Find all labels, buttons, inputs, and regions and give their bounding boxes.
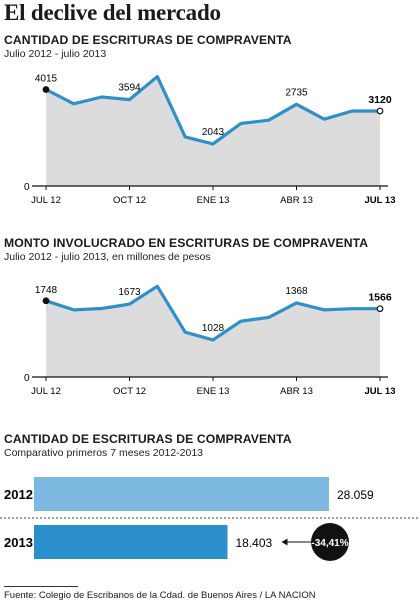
area-fill [46,76,380,186]
change-label: -34,41% [311,538,348,549]
chart1-subtitle: Julio 2012 - julio 2013 [4,48,107,60]
data-label: 1566 [368,292,392,304]
zero-label: 0 [24,373,30,384]
data-label: 2735 [285,87,308,98]
x-tick-label: ENE 13 [197,386,230,397]
x-tick-label: JUL 12 [31,386,61,397]
endpoint-marker [376,305,384,313]
value-label: 18.403 [235,536,272,550]
x-tick-label: OCT 12 [113,386,146,397]
chart3-title: CANTIDAD DE ESCRITURAS DE COMPRAVENTA [4,432,292,446]
x-tick-label: ABR 13 [280,386,313,397]
x-tick-label: JUL 13 [365,195,396,206]
area-fill [46,286,380,377]
endpoint-marker [42,86,50,93]
bar-2013 [34,525,228,559]
change-badge [311,523,349,561]
page-title: El declive del mercado [4,0,221,25]
chart2-title: MONTO INVOLUCRADO EN ESCRITURAS DE COMPR… [4,236,369,250]
data-label: 4015 [35,73,58,84]
arrow-left-icon [281,538,288,546]
series-line [45,75,380,146]
chart3-bars: 2012 28.059 2013 18.403 -34,41% [0,477,420,561]
x-tick-label: ABR 13 [280,195,313,206]
x-tick-label: JUL 13 [365,386,396,397]
data-label: 1748 [35,285,58,296]
data-label: 1368 [285,286,308,297]
zero-label: 0 [24,182,30,193]
chart2-subtitle: Julio 2012 - julio 2013, en millones de … [4,251,211,263]
footer-rule [4,586,78,587]
chart1-title: CANTIDAD DE ESCRITURAS DE COMPRAVENTA [4,33,292,47]
x-tick-label: OCT 12 [113,195,146,206]
data-label: 3120 [368,94,392,106]
data-label: 1673 [118,287,141,298]
data-label: 3594 [118,83,141,94]
source-note: Fuente: Colegio de Escribanos de la Cdad… [4,590,316,601]
data-label: 1028 [202,323,225,334]
endpoint-marker [42,297,50,305]
value-label: 28.059 [337,488,374,502]
chart3-subtitle: Comparativo primeros 7 meses 2012-2013 [4,447,204,459]
endpoint-marker [376,107,384,115]
category-label: 2012 [4,487,33,502]
x-tick-label: ENE 13 [197,195,230,206]
data-label: 2043 [202,127,225,138]
category-label: 2013 [4,535,33,550]
bar-2012 [34,477,329,511]
series-line [45,284,380,342]
x-tick-label: JUL 12 [31,195,61,206]
